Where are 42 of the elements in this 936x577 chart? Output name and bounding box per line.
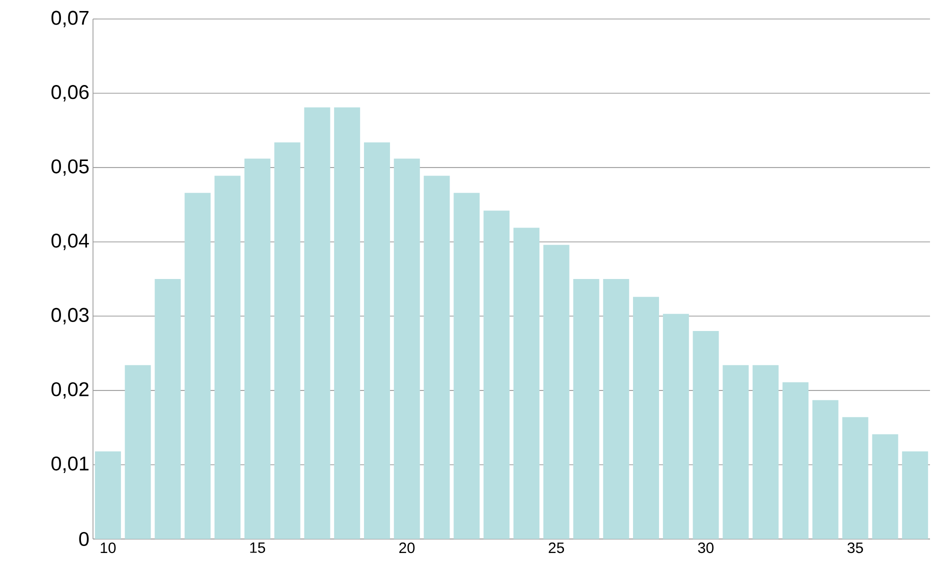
bar — [692, 331, 719, 539]
bar — [902, 451, 928, 539]
bar — [244, 158, 270, 539]
y-tick-label: 0,05 — [51, 159, 89, 176]
bar — [184, 192, 211, 539]
x-tick-label: 10 — [100, 542, 116, 554]
y-tick-label: 0,03 — [51, 308, 89, 324]
bar — [454, 192, 480, 539]
x-tick-label: 30 — [698, 542, 714, 554]
y-tick-label: 0,07 — [51, 10, 88, 28]
bar — [662, 314, 689, 539]
bar — [722, 365, 749, 539]
x-tick-label: 35 — [848, 542, 863, 554]
x-tick-label: 20 — [399, 542, 415, 554]
bar — [842, 417, 868, 539]
bar — [424, 176, 450, 539]
y-tick-label: 0,01 — [51, 456, 89, 473]
bar — [334, 107, 360, 539]
bar — [274, 142, 300, 539]
bar — [513, 228, 540, 539]
bar — [633, 296, 660, 539]
bar — [154, 279, 181, 539]
bar — [603, 279, 630, 539]
x-tick-label: 15 — [250, 542, 266, 553]
bar — [872, 434, 898, 539]
bar — [484, 210, 510, 539]
x-tick-label: 25 — [548, 542, 564, 554]
y-tick-label: 0 — [79, 532, 89, 546]
y-tick-label: 0,02 — [51, 382, 88, 399]
bar — [543, 244, 570, 539]
bar — [573, 279, 600, 539]
bar — [124, 365, 151, 539]
y-tick-label: 0,06 — [51, 85, 89, 102]
y-tick-label: 0,04 — [51, 234, 89, 250]
bar — [752, 365, 779, 539]
bar — [364, 142, 390, 539]
bar — [812, 400, 838, 539]
bar — [214, 176, 241, 539]
bar — [304, 107, 330, 539]
bar — [394, 158, 420, 539]
bar — [94, 451, 121, 539]
bar — [782, 382, 808, 539]
